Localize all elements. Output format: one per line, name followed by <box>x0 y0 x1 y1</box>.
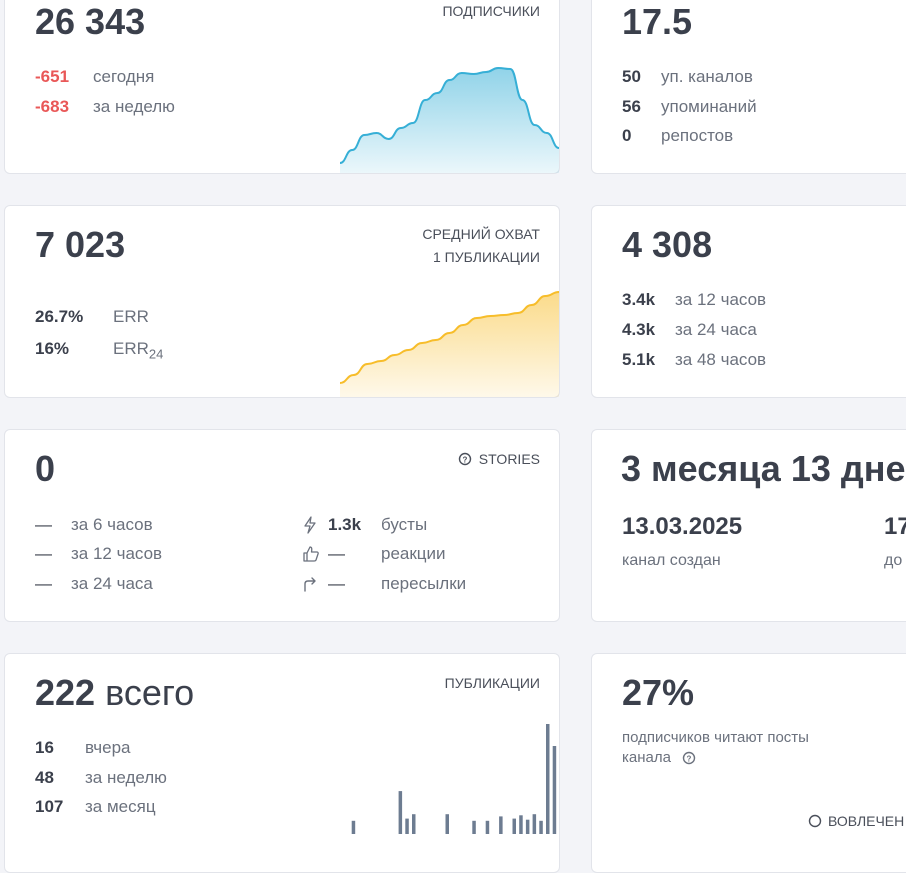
row-value: 3.4k <box>622 290 656 309</box>
date: 17 <box>884 513 906 540</box>
bar <box>525 819 530 834</box>
row-label: за неделю <box>85 768 167 787</box>
row-label: упоминаний <box>661 97 757 116</box>
row-label: за 48 часов <box>675 350 767 369</box>
boost-icon <box>304 516 316 534</box>
row-value: 16 <box>35 738 54 757</box>
bar <box>472 820 476 834</box>
bar <box>532 814 537 834</box>
sparkline <box>339 66 560 173</box>
description: подписчиков читают посты <box>622 729 809 746</box>
row-value: -651 <box>35 67 70 86</box>
bar <box>546 724 550 834</box>
help-icon[interactable]: ? <box>458 452 472 466</box>
metric-unit: всего <box>105 672 195 713</box>
row-value: 56 <box>622 97 641 116</box>
metric: 26 343 <box>35 1 146 42</box>
row-label: ERR24 <box>113 339 163 364</box>
row-label: сегодня <box>93 67 155 86</box>
help-icon[interactable] <box>808 814 822 828</box>
row-label: бусты <box>381 515 428 534</box>
row-label: уп. каналов <box>661 67 753 86</box>
row-value: — <box>35 515 52 534</box>
date-label: канал создан <box>622 552 721 569</box>
card-title: STORIES <box>478 451 540 467</box>
row-value: 26.7% <box>35 307 84 326</box>
row-label: за 12 часов <box>71 544 163 563</box>
row-label: ERR <box>113 307 149 326</box>
forward-icon <box>304 577 316 592</box>
row-value: — <box>328 574 345 593</box>
description: канала <box>622 749 671 766</box>
metric: 17.5 <box>622 1 693 42</box>
row-value: 0 <box>622 126 632 145</box>
row-label: за неделю <box>93 97 175 116</box>
card <box>4 429 560 622</box>
bar <box>552 746 557 834</box>
row-value: 107 <box>35 797 64 816</box>
row-label: вчера <box>85 738 131 757</box>
row-label: пересылки <box>381 574 467 593</box>
card-title: ПОДПИСЧИКИ <box>442 3 540 19</box>
bar <box>445 814 449 834</box>
row-value: -683 <box>35 97 70 116</box>
card-title: ВОВЛЕЧЕН <box>828 813 905 829</box>
row-value: 48 <box>35 768 54 787</box>
metric-value: 222 <box>35 672 96 713</box>
bar <box>412 814 416 834</box>
row-value: 5.1k <box>622 350 656 369</box>
row-value: — <box>35 574 52 593</box>
card <box>591 205 906 398</box>
bar <box>351 820 356 834</box>
row-label: за 12 часов <box>675 290 767 309</box>
date: 13.03.2025 <box>622 513 743 540</box>
subscript: 24 <box>148 346 164 362</box>
bar <box>539 820 543 834</box>
row-value: 16% <box>35 339 70 358</box>
row-label: за 6 часов <box>71 515 153 534</box>
svg-text:?: ? <box>463 456 468 465</box>
row-label: реакции <box>381 544 446 563</box>
row-label: репостов <box>661 126 734 145</box>
row-label: за месяц <box>85 797 156 816</box>
date-label: до <box>884 552 903 569</box>
card <box>591 429 906 622</box>
bar <box>512 818 516 834</box>
card-title: СРЕДНИЙ ОХВАТ <box>422 226 540 242</box>
bar <box>499 816 503 834</box>
line <box>339 291 560 384</box>
help-icon[interactable]: ? <box>682 751 696 765</box>
bar-chart <box>351 724 557 834</box>
label-text: ERR <box>113 339 149 358</box>
row-value: 1.3k <box>328 515 362 534</box>
sparkline <box>339 291 560 397</box>
card-title: 1 ПУБЛИКАЦИИ <box>432 249 540 265</box>
metric: 3 месяца 13 дне <box>621 448 906 489</box>
metric: 222 всего <box>35 673 194 713</box>
row-value: — <box>328 544 345 563</box>
row-value: 4.3k <box>622 320 656 339</box>
dashboard: 26 343 ПОДПИСЧИКИ -651 сегодня -683 за н… <box>4 0 906 873</box>
metric: 4 308 <box>622 224 713 265</box>
bar <box>485 820 490 834</box>
bar <box>519 815 523 834</box>
row-label: за 24 часа <box>675 320 757 339</box>
area <box>340 292 559 397</box>
row-value: — <box>35 544 52 563</box>
card-title: ПУБЛИКАЦИИ <box>444 675 540 691</box>
reaction-icon <box>303 546 319 562</box>
area <box>340 68 559 173</box>
svg-text:?: ? <box>687 755 692 764</box>
row-value: 50 <box>622 67 641 86</box>
line <box>339 66 560 164</box>
metric: 7 023 <box>35 224 126 265</box>
card <box>591 0 906 174</box>
metric: 27% <box>622 672 695 713</box>
bar <box>405 818 409 834</box>
row-label: за 24 часа <box>71 574 153 593</box>
metric: 0 <box>35 448 56 489</box>
bar <box>398 791 403 834</box>
